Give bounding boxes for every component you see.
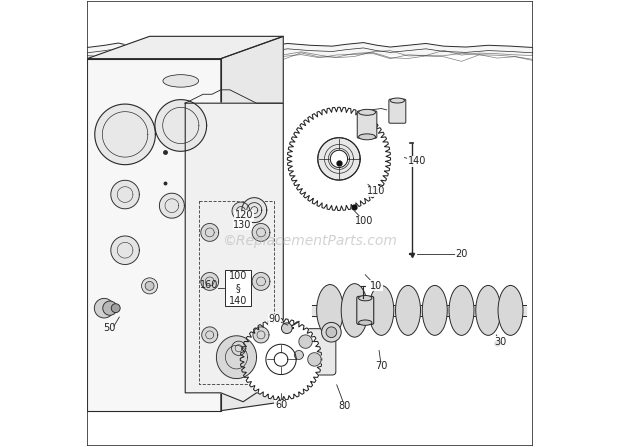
Ellipse shape <box>358 134 376 140</box>
Polygon shape <box>216 336 257 379</box>
Ellipse shape <box>369 286 394 335</box>
Ellipse shape <box>317 285 343 336</box>
Ellipse shape <box>390 98 404 103</box>
FancyBboxPatch shape <box>284 329 336 375</box>
Text: 30: 30 <box>495 337 507 346</box>
Text: 100: 100 <box>229 270 247 281</box>
Polygon shape <box>266 344 296 375</box>
Polygon shape <box>299 335 312 348</box>
Text: 70: 70 <box>375 361 388 371</box>
Polygon shape <box>202 327 218 343</box>
Polygon shape <box>221 36 283 411</box>
Text: 160: 160 <box>200 280 218 290</box>
Text: 110: 110 <box>367 186 385 196</box>
Text: 100: 100 <box>355 216 374 226</box>
Polygon shape <box>253 327 269 343</box>
Polygon shape <box>252 273 270 291</box>
Ellipse shape <box>422 286 447 335</box>
Polygon shape <box>201 224 219 241</box>
Polygon shape <box>318 138 360 180</box>
Polygon shape <box>95 104 156 164</box>
Polygon shape <box>274 353 288 366</box>
FancyBboxPatch shape <box>357 111 377 138</box>
Polygon shape <box>241 319 322 400</box>
Text: 140: 140 <box>408 156 426 166</box>
Polygon shape <box>185 103 283 402</box>
Ellipse shape <box>498 286 523 335</box>
FancyBboxPatch shape <box>389 99 406 123</box>
Polygon shape <box>155 100 206 152</box>
Circle shape <box>322 322 341 342</box>
Polygon shape <box>111 180 140 209</box>
Ellipse shape <box>358 295 372 301</box>
Text: 80: 80 <box>339 401 351 411</box>
Polygon shape <box>87 59 221 411</box>
Text: 140: 140 <box>229 295 247 306</box>
Text: 130: 130 <box>233 220 252 230</box>
Circle shape <box>111 304 120 312</box>
Ellipse shape <box>396 286 420 335</box>
Polygon shape <box>294 350 303 359</box>
Ellipse shape <box>341 284 368 337</box>
Polygon shape <box>242 198 267 223</box>
Circle shape <box>326 327 337 337</box>
Text: 50: 50 <box>104 323 116 333</box>
FancyBboxPatch shape <box>225 270 251 306</box>
Circle shape <box>94 298 114 318</box>
Ellipse shape <box>163 75 198 87</box>
Polygon shape <box>232 202 250 220</box>
Text: 90: 90 <box>268 314 280 325</box>
Text: 120: 120 <box>235 211 254 220</box>
Polygon shape <box>111 236 140 265</box>
Ellipse shape <box>449 286 474 335</box>
Polygon shape <box>232 341 246 355</box>
FancyBboxPatch shape <box>356 296 374 325</box>
Ellipse shape <box>476 286 501 335</box>
Text: 60: 60 <box>275 401 287 410</box>
Text: ©ReplacementParts.com: ©ReplacementParts.com <box>223 234 397 249</box>
Polygon shape <box>288 107 391 211</box>
Circle shape <box>145 282 154 291</box>
Polygon shape <box>330 150 348 168</box>
Polygon shape <box>201 273 219 291</box>
Text: §: § <box>236 283 241 293</box>
Polygon shape <box>159 193 184 218</box>
Polygon shape <box>308 353 321 366</box>
Polygon shape <box>87 36 283 59</box>
Ellipse shape <box>358 110 376 115</box>
Text: 10: 10 <box>370 281 382 291</box>
Circle shape <box>141 278 157 294</box>
Polygon shape <box>318 138 360 180</box>
Polygon shape <box>252 224 270 241</box>
Circle shape <box>281 323 292 333</box>
Text: 20: 20 <box>455 249 467 259</box>
Circle shape <box>103 301 117 315</box>
Ellipse shape <box>358 320 372 325</box>
